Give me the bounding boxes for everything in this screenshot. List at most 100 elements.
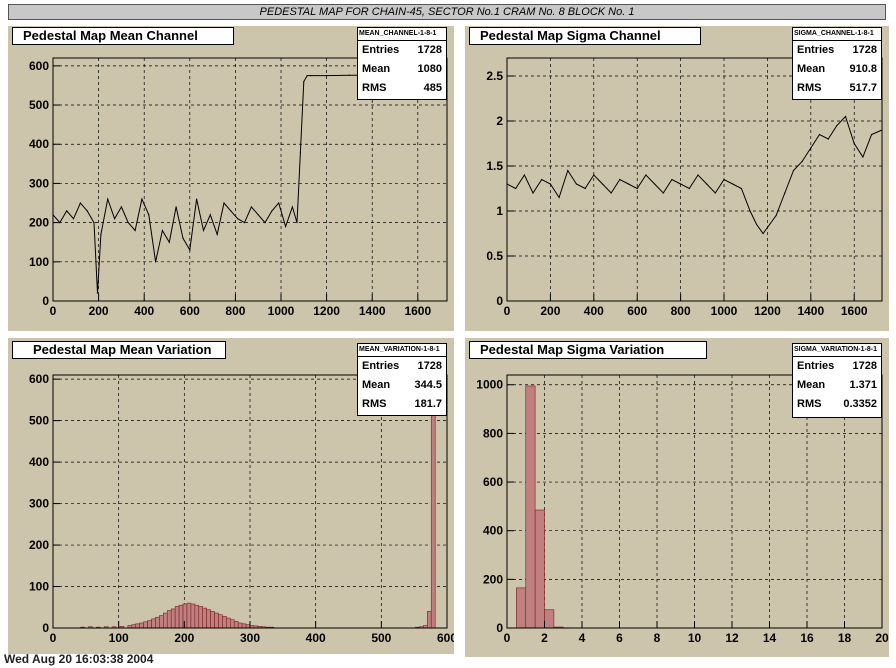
histogram-bar <box>241 623 247 629</box>
sigma-channel-stats-box: SIGMA_CHANNEL-1-8-1 Entries 1728 Mean 910.… <box>792 27 882 100</box>
data-point <box>291 206 294 208</box>
x-tick-label: 800 <box>671 304 691 318</box>
x-tick-label: 200 <box>174 631 194 645</box>
data-point <box>749 210 751 212</box>
data-point <box>627 183 630 185</box>
x-tick-label: 10 <box>688 631 702 645</box>
data-point <box>775 214 777 217</box>
histogram-bar <box>174 606 180 629</box>
data-point <box>755 223 758 226</box>
rms-value: 485 <box>423 82 442 94</box>
x-tick-label: 200 <box>89 304 109 318</box>
data-point <box>558 196 560 199</box>
x-tick-label: 400 <box>584 304 604 318</box>
data-point <box>326 75 328 77</box>
y-tick-label: 400 <box>29 455 49 469</box>
histogram-bar <box>178 604 184 629</box>
y-tick-label: 500 <box>29 98 49 112</box>
entries-label: Entries <box>797 44 835 56</box>
y-tick-label: 200 <box>483 572 503 586</box>
bottom-strip <box>0 657 896 668</box>
histogram-bar <box>534 509 545 629</box>
data-point <box>155 261 157 263</box>
data-point <box>619 178 621 181</box>
plot-frame <box>52 57 448 302</box>
data-point <box>216 233 218 235</box>
x-tick-label: 1400 <box>797 304 824 318</box>
pad-sigma-variation: 0 2 4 6 8 10 12 14 16 18 20 0 200 400 600 800 1000 Pedes… <box>465 338 889 660</box>
data-point <box>870 133 873 136</box>
histogram-bar <box>194 604 200 629</box>
rms-label: RMS <box>797 82 822 94</box>
data-point <box>250 206 252 208</box>
histogram-bar <box>159 615 164 629</box>
data-point <box>202 229 205 232</box>
histogram-bar <box>206 609 211 629</box>
y-tick-label: 0.5 <box>486 249 503 263</box>
histogram-bar <box>143 621 148 629</box>
plot-frame <box>506 57 883 302</box>
data-point <box>168 241 170 243</box>
data-point <box>93 222 95 224</box>
histogram-bar <box>544 609 555 629</box>
data-point <box>862 156 864 158</box>
y-tick-label: 1000 <box>476 378 503 392</box>
data-point <box>523 174 525 176</box>
y-tick-label: 300 <box>29 176 49 190</box>
data-point <box>792 169 795 172</box>
pad-mean-channel: 0 200 400 600 800 1000 1200 1400 1600 0 100 200 300 4… <box>8 26 454 331</box>
data-point <box>836 124 838 127</box>
x-tick-label: 400 <box>306 631 326 645</box>
histogram-bar <box>170 608 176 629</box>
data-point <box>306 75 308 77</box>
x-tick-label: 6 <box>616 631 623 645</box>
data-point <box>653 183 656 185</box>
data-point <box>541 178 543 181</box>
mean-value: 910.8 <box>849 63 877 75</box>
x-tick-label: 1600 <box>841 304 868 318</box>
data-point <box>79 202 81 204</box>
rms-value: 181.7 <box>414 398 442 410</box>
y-tick-label: 600 <box>29 372 49 386</box>
x-tick-label: 600 <box>627 304 647 318</box>
data-point <box>284 225 287 228</box>
data-point <box>671 178 673 181</box>
data-point <box>264 222 266 224</box>
footer-timestamp: Wed Aug 20 16:03:38 2004 <box>4 652 154 666</box>
data-point <box>209 214 211 216</box>
data-point <box>844 115 847 118</box>
histogram-bar <box>222 616 227 629</box>
data-point <box>601 183 604 185</box>
y-tick-label: 0 <box>496 621 503 635</box>
x-tick-label: 16 <box>800 631 814 645</box>
x-tick-label: 18 <box>838 631 852 645</box>
sigma-variation-title: Pedestal Map Sigma Variation <box>469 341 707 359</box>
y-tick-label: 0 <box>42 294 49 308</box>
x-tick-label: 1200 <box>754 304 781 318</box>
x-tick-label: 1000 <box>268 304 295 318</box>
y-tick-label: 500 <box>29 414 49 428</box>
data-point <box>723 178 725 181</box>
stats-name: MEAN_CHANNEL-1-8-1 <box>358 28 446 41</box>
data-point <box>645 174 647 176</box>
data-point <box>575 183 578 185</box>
data-point <box>784 192 786 194</box>
data-point <box>801 160 803 163</box>
data-point <box>732 183 734 185</box>
data-point <box>853 142 855 145</box>
data-point <box>237 218 239 220</box>
histogram-bar <box>218 614 223 629</box>
x-tick-label: 1400 <box>359 304 386 318</box>
mean-variation-stats-box: MEAN_VARIATION-1-8-1 Entries 1728 Mean 344… <box>357 343 447 416</box>
histogram-bar <box>147 620 152 629</box>
data-point <box>223 202 225 204</box>
histogram-bar <box>135 623 140 629</box>
x-tick-label: 500 <box>371 631 391 645</box>
histogram-bar <box>516 587 527 629</box>
x-tick-label: 400 <box>134 304 154 318</box>
y-tick-label: 100 <box>29 255 49 269</box>
entries-label: Entries <box>797 360 835 372</box>
data-series-line <box>52 74 447 294</box>
mean-variation-chart: 0 100 200 300 400 500 600 0 100 200 300 400 500 600 <box>29 372 454 645</box>
histogram-bar <box>151 618 156 629</box>
